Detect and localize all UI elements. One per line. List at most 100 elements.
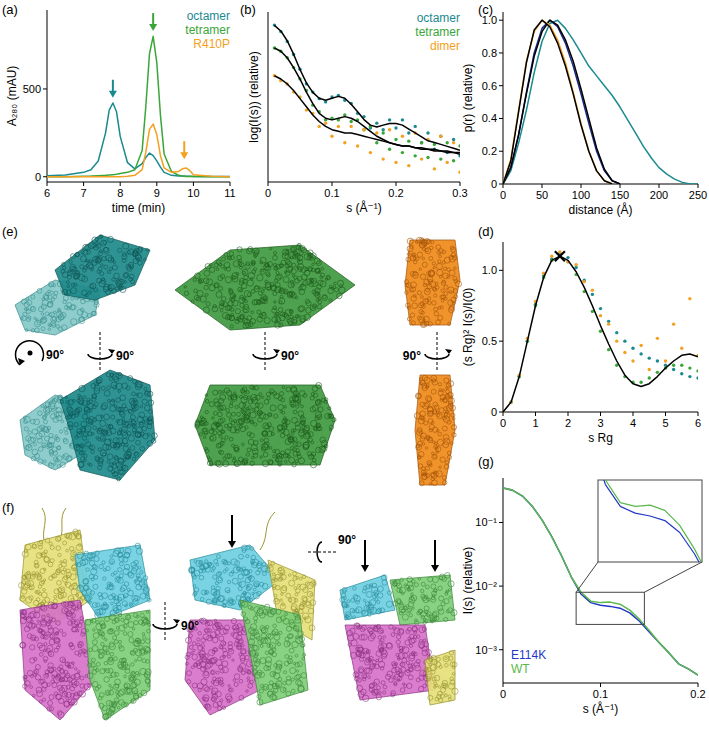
atom-texture bbox=[116, 420, 119, 423]
data-point bbox=[433, 167, 436, 170]
legend-entry: dimer bbox=[430, 39, 460, 53]
series-line bbox=[598, 480, 702, 562]
atom-texture bbox=[128, 409, 131, 412]
atom-texture bbox=[135, 431, 141, 437]
data-point bbox=[420, 141, 423, 144]
atom-texture bbox=[406, 284, 409, 287]
atom-texture bbox=[60, 462, 65, 467]
arrow-head bbox=[180, 152, 188, 159]
atom-texture bbox=[56, 325, 60, 329]
atom-texture bbox=[257, 275, 263, 281]
atom-texture bbox=[127, 451, 132, 456]
atom-texture bbox=[224, 253, 228, 257]
atom-texture bbox=[434, 405, 439, 410]
x-tick-label: 250 bbox=[689, 189, 707, 201]
atom-texture bbox=[290, 315, 294, 319]
atom-texture bbox=[207, 460, 212, 465]
atom-texture bbox=[247, 316, 252, 321]
atom-texture bbox=[452, 417, 455, 420]
atom-texture bbox=[412, 253, 416, 257]
y-tick-label: 0 bbox=[35, 171, 41, 183]
atom-texture bbox=[63, 295, 68, 300]
atom-texture bbox=[101, 405, 106, 410]
atom-texture bbox=[116, 372, 122, 378]
atom-texture bbox=[205, 447, 208, 450]
atom-texture bbox=[124, 407, 128, 411]
atom-texture bbox=[278, 274, 283, 279]
atom-texture bbox=[227, 390, 232, 395]
atom-texture bbox=[243, 297, 246, 300]
atom-texture bbox=[446, 405, 452, 411]
atom-texture bbox=[226, 267, 230, 271]
atom-texture bbox=[111, 415, 115, 419]
atom-texture bbox=[450, 405, 456, 411]
atom-texture bbox=[74, 445, 80, 451]
atom-texture bbox=[241, 409, 244, 412]
atom-texture bbox=[194, 289, 198, 293]
atom-texture bbox=[133, 398, 137, 402]
atom-texture bbox=[282, 386, 285, 389]
data-point bbox=[631, 359, 634, 362]
atom-texture bbox=[57, 446, 61, 450]
atom-texture bbox=[285, 454, 289, 458]
x-tick-label: 0 bbox=[500, 189, 506, 201]
x-tick-label: 0.1 bbox=[593, 688, 608, 700]
atom-texture bbox=[276, 455, 279, 458]
atom-texture bbox=[146, 248, 149, 251]
x-tick bbox=[503, 412, 504, 416]
y-tick-label: 0.8 bbox=[482, 47, 497, 59]
atom-texture bbox=[66, 290, 71, 295]
data-point bbox=[439, 157, 442, 160]
atom-texture bbox=[213, 422, 216, 425]
atom-texture bbox=[123, 243, 129, 249]
data-point bbox=[375, 121, 378, 124]
x-tick bbox=[698, 683, 699, 687]
x-tick-label: 0.1 bbox=[324, 187, 339, 199]
atom-texture bbox=[117, 279, 123, 285]
atom-texture bbox=[425, 239, 430, 244]
atom-texture bbox=[114, 273, 120, 279]
x-tick bbox=[193, 182, 194, 186]
atom-texture bbox=[31, 456, 36, 461]
atom-texture bbox=[48, 328, 51, 331]
atom-texture bbox=[301, 405, 304, 408]
atom-texture bbox=[217, 425, 223, 431]
atom-texture bbox=[117, 432, 121, 436]
x-tick-label: 0 bbox=[500, 417, 506, 429]
x-tick bbox=[503, 683, 504, 687]
atom-texture bbox=[104, 414, 110, 420]
atom-texture bbox=[301, 267, 307, 273]
data-point bbox=[350, 120, 353, 123]
atom-texture bbox=[291, 284, 294, 287]
subunit-shape bbox=[415, 375, 455, 485]
data-point bbox=[446, 161, 449, 164]
atom-texture bbox=[243, 307, 249, 313]
atom-texture bbox=[68, 425, 73, 430]
atom-texture bbox=[429, 483, 431, 485]
atom-texture bbox=[425, 249, 428, 252]
atom-texture bbox=[85, 244, 91, 250]
atom-texture bbox=[443, 398, 447, 402]
data-point bbox=[615, 339, 618, 342]
atom-texture bbox=[444, 285, 448, 289]
data-point bbox=[362, 128, 365, 131]
atom-texture bbox=[28, 437, 34, 443]
atom-texture bbox=[261, 290, 264, 293]
atom-texture bbox=[91, 450, 95, 454]
atom-texture bbox=[415, 393, 421, 399]
atom-texture bbox=[437, 439, 443, 445]
atom-texture bbox=[145, 391, 151, 397]
atom-texture bbox=[228, 301, 233, 306]
atom-texture bbox=[108, 466, 113, 471]
atom-texture bbox=[215, 402, 220, 407]
x-tick-label: 0.3 bbox=[452, 187, 467, 199]
x-tick bbox=[156, 182, 157, 186]
atom-texture bbox=[449, 270, 455, 276]
atom-texture bbox=[231, 256, 235, 260]
data-point bbox=[607, 348, 610, 351]
atom-texture bbox=[207, 456, 210, 459]
atom-texture bbox=[233, 420, 236, 423]
atom-texture bbox=[207, 279, 213, 285]
atom-texture bbox=[275, 459, 278, 462]
atom-texture bbox=[326, 275, 331, 280]
